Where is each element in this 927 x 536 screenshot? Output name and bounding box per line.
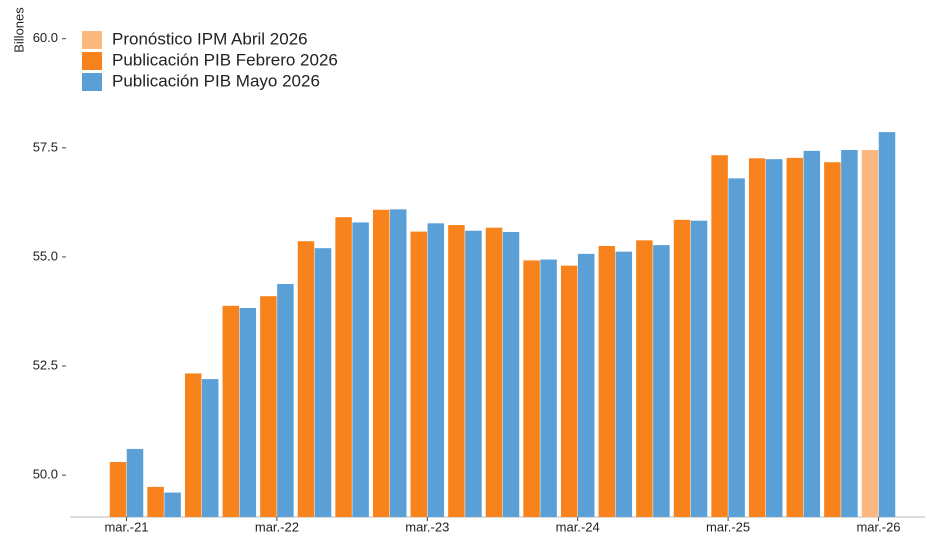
bar (690, 220, 708, 517)
bar (465, 230, 482, 517)
bar (297, 241, 315, 517)
bar (653, 245, 670, 517)
bar (277, 283, 294, 517)
bar (389, 209, 407, 517)
x-tick-label: mar.-24 (556, 519, 600, 534)
bar (314, 248, 332, 518)
bar (878, 132, 896, 517)
bar (748, 158, 766, 517)
y-axis-label: Billones (11, 7, 26, 53)
bar (427, 223, 445, 517)
bar (523, 260, 540, 517)
y-tick-label: 55.0 (33, 248, 58, 263)
bar (352, 222, 369, 517)
bar (126, 448, 144, 517)
x-tick-label: mar.-23 (405, 519, 449, 534)
y-tick-label: 50.0 (33, 467, 58, 482)
bar (164, 492, 181, 517)
y-tick-label: 52.5 (33, 357, 58, 372)
legend-swatch (82, 31, 102, 49)
legend-label: Publicación PIB Febrero 2026 (112, 50, 338, 69)
bar (335, 217, 352, 518)
bar (598, 246, 616, 518)
bar (615, 251, 633, 517)
bar (502, 232, 520, 518)
bar (540, 259, 557, 517)
legend-swatch (82, 73, 102, 91)
bar (147, 486, 164, 517)
bar (372, 209, 390, 518)
bar (803, 150, 821, 517)
y-tick-label: 57.5 (33, 139, 58, 154)
bar (222, 305, 240, 517)
bar (560, 265, 578, 517)
bar (184, 373, 202, 517)
bar (239, 307, 257, 517)
bar (109, 462, 127, 517)
bar (410, 231, 428, 517)
y-tick-label: 60.0 (33, 30, 58, 45)
bar (485, 227, 503, 517)
legend-label: Pronóstico IPM Abril 2026 (112, 29, 308, 48)
legend-label: Publicación PIB Mayo 2026 (112, 71, 320, 90)
x-tick-label: mar.-22 (255, 519, 299, 534)
bar (861, 150, 879, 517)
bar (201, 379, 219, 517)
bar (711, 155, 728, 518)
x-tick-label: mar.-25 (706, 519, 750, 534)
legend-swatch (82, 52, 102, 70)
bar (260, 296, 277, 517)
bar (577, 253, 595, 517)
bar (765, 159, 783, 517)
bar (728, 178, 745, 517)
bar (786, 157, 804, 517)
bar (673, 219, 691, 518)
x-tick-label: mar.-21 (104, 519, 148, 534)
bar (636, 240, 653, 517)
x-tick-label: mar.-26 (856, 519, 900, 534)
bar (448, 225, 465, 517)
bar (824, 162, 841, 517)
bar (841, 150, 858, 517)
